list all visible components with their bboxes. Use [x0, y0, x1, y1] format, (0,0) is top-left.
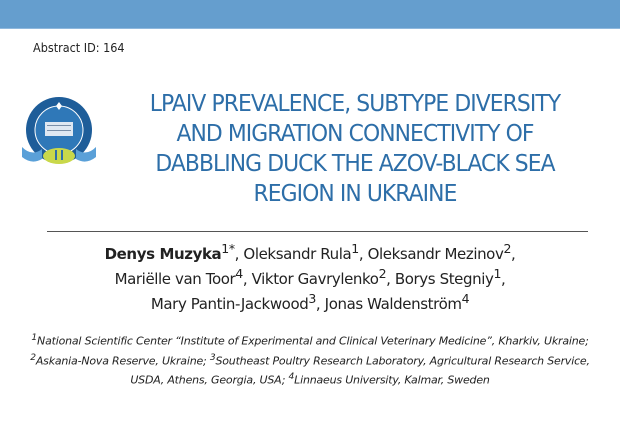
affiliations: 1National Scientific Center “Institute o… [30, 330, 590, 389]
author-sup: 4 [461, 291, 470, 306]
author-name: Mariëlle van Toor [114, 270, 236, 288]
divider [47, 231, 588, 232]
affiliation: Southeast Poultry Research Laboratory, A… [130, 354, 590, 387]
author-name: Oleksandr Mezinov [367, 245, 504, 263]
author-name: Borys Stegniy [394, 270, 494, 288]
title-line: AND MIGRATION CONNECTIVITY OF [176, 119, 534, 147]
author-sup: 1 [351, 241, 359, 256]
affiliation-sup: 1 [31, 332, 38, 343]
institute-emblem-logo [22, 97, 96, 164]
author-name: Jonas Waldenström [324, 295, 462, 313]
header-bar [0, 0, 620, 29]
slide-title: LPAIV PREVALENCE, SUBTYPE DIVERSITY AND … [132, 88, 578, 208]
author-sup: 3 [308, 291, 316, 306]
author-sup: 2 [378, 266, 387, 281]
author-name: Oleksandr Rula [243, 245, 352, 263]
affiliation: Linnaeus University, Kalmar, Sweden [294, 373, 490, 387]
affiliation: National Scientific Center “Institute of… [37, 334, 589, 348]
title-line: REGION IN UKRAINE [253, 179, 457, 207]
affiliation-sup: 2 [30, 351, 36, 363]
affiliation: Askania-Nova Reserve, Ukraine; [35, 354, 210, 368]
author-name: Mary Pantin-Jackwood [150, 295, 309, 313]
abstract-id: Abstract ID: 164 [33, 40, 125, 55]
author-name: Viktor Gavrylenko [251, 270, 379, 288]
author-list: Denys Muzyka1*, Oleksandr Rula1, Oleksan… [104, 241, 516, 313]
affiliation-sup: 4 [288, 371, 295, 383]
affiliation-sup: 3 [209, 351, 216, 363]
author-sup: 1* [221, 241, 235, 256]
author-sup: 4 [235, 266, 243, 281]
title-line: DABBLING DUCK THE AZOV-BLACK SEA [155, 149, 555, 177]
author-sup: 2 [503, 241, 512, 256]
author-name: Denys Muzyka [104, 245, 222, 263]
author-sup: 1 [493, 266, 502, 281]
title-line: LPAIV PREVALENCE, SUBTYPE DIVERSITY [149, 89, 561, 117]
